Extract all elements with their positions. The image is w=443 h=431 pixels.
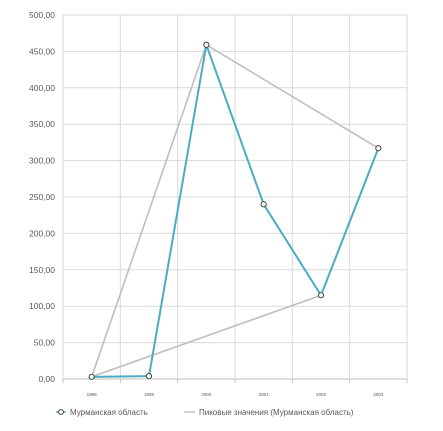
x-tick-label: 1999 [144, 392, 155, 397]
murmansk-series-line [91, 43, 380, 378]
x-tick-label: 2003 [373, 392, 384, 397]
data-point-marker [375, 145, 382, 152]
y-axis-ticks: 0,00 50,00 100,00 150,00 200,00 250,00 300,00 3… [29, 10, 55, 384]
y-tick-label: 300,00 [29, 156, 55, 166]
data-point-marker [145, 372, 153, 380]
y-tick-label: 150,00 [29, 265, 55, 275]
x-tick-label: 1998 [87, 392, 98, 397]
y-tick-label: 200,00 [29, 228, 55, 238]
data-point-marker [203, 41, 210, 48]
legend-marker-murmansk [58, 409, 64, 415]
y-tick-label: 400,00 [29, 83, 55, 93]
y-tick-label: 350,00 [29, 119, 55, 129]
legend-label-murmansk: Мурманская область [70, 408, 148, 417]
series-layer [88, 41, 382, 380]
data-point-marker [260, 201, 267, 208]
y-tick-label: 250,00 [29, 192, 55, 202]
x-axis-ticks: 1998 1999 2000 2001 2002 2003 [62, 379, 408, 397]
y-tick-label: 50,00 [34, 338, 56, 348]
x-tick-label: 2002 [316, 392, 327, 397]
grid-lines [62, 14, 408, 380]
y-tick-label: 0,00 [38, 374, 55, 384]
data-point-marker [88, 373, 95, 380]
x-tick-label: 2000 [201, 392, 212, 397]
y-tick-label: 100,00 [29, 301, 55, 311]
x-tick-label: 2001 [259, 392, 270, 397]
y-tick-label: 450,00 [29, 46, 55, 56]
legend-label-peaks: Пиковые значения (Мурманская область) [199, 408, 354, 417]
legend: Мурманская область Пиковые значения (Мурм… [56, 408, 354, 417]
y-tick-label: 500,00 [29, 10, 55, 20]
data-point-marker [317, 292, 325, 299]
